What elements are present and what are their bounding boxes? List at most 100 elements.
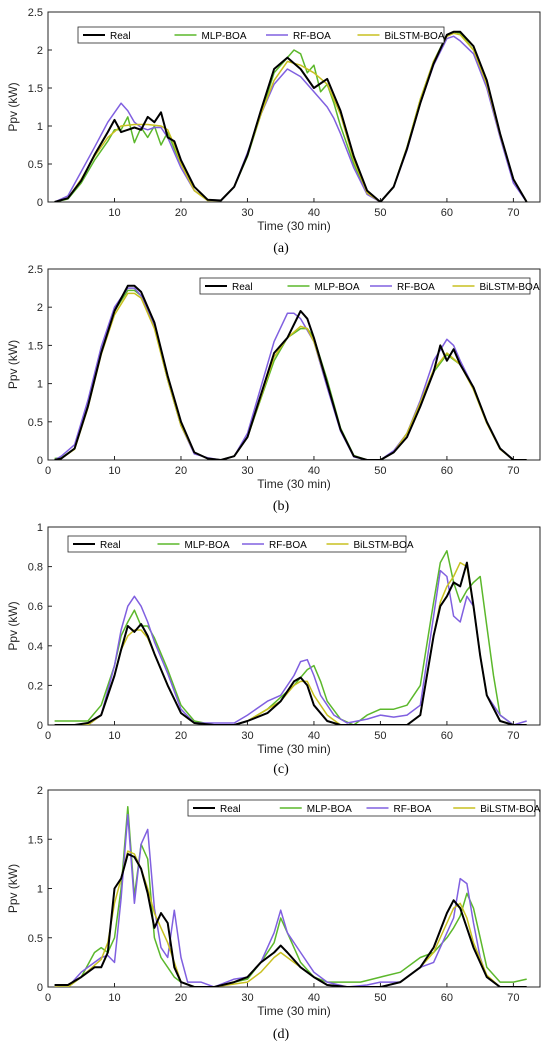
legend-entry: BiLSTM-BOA (385, 31, 445, 42)
legend: Real MLP-BOA RF-BOA BiLSTM-BOA (187, 799, 541, 817)
x-tick-label: 60 (441, 730, 453, 742)
legend-entry: Real (220, 804, 241, 815)
series-line-rf-boa (54, 569, 527, 725)
x-tick-label: 10 (108, 730, 120, 742)
x-tick-label: 30 (241, 465, 253, 477)
legend-entry: RF-BOA (397, 282, 435, 293)
y-tick-label: 0 (37, 197, 43, 209)
chart-panel-c: 0 10 20 30 40 50 60 70 0 0.2 0.4 0.6 0.8 1 Time (30 mi… (6, 522, 541, 777)
x-tick-label: 20 (175, 730, 187, 742)
y-tick-label: 2 (37, 302, 43, 314)
y-tick-label: 0.2 (28, 680, 43, 692)
x-tick-label: 60 (441, 992, 453, 1004)
y-axis-label: Ppv (kW) (6, 340, 20, 389)
y-tick-label: 1.5 (28, 83, 43, 95)
y-tick-label: 0.4 (28, 641, 43, 653)
legend-entry: MLP-BOA (307, 804, 352, 815)
x-tick-label: 50 (374, 465, 386, 477)
legend-entry: Real (232, 282, 253, 293)
x-tick-label: 60 (441, 207, 453, 219)
chart-panel-b: 0 10 20 30 40 50 60 70 0 0.5 1 1.5 2 2.5 Time (30 min)… (6, 264, 541, 514)
x-axis-label: Time (30 min) (257, 219, 331, 233)
y-tick-label: 1 (37, 884, 43, 896)
legend-entry: RF-BOA (269, 540, 307, 551)
y-tick-label: 0.5 (28, 933, 43, 945)
panel-label: (b) (273, 499, 290, 514)
legend-entry: MLP-BOA (185, 540, 230, 551)
panel-label: (a) (273, 241, 289, 256)
chart-panel-a: 10 20 30 40 50 60 70 0 0.5 1 1.5 2 2.5 Time (30 min) P… (6, 7, 541, 256)
panel-label: (d) (273, 1027, 290, 1042)
x-tick-label: 10 (108, 992, 120, 1004)
y-tick-label: 2 (37, 785, 43, 797)
x-tick-label: 20 (175, 992, 187, 1004)
x-tick-label: 60 (441, 465, 453, 477)
y-tick-label: 0.5 (28, 417, 43, 429)
x-tick-label: 70 (507, 730, 519, 742)
y-axis-label: Ppv (kW) (6, 82, 20, 131)
x-tick-label: 20 (175, 465, 187, 477)
x-tick-label: 20 (175, 207, 187, 219)
y-tick-label: 0.5 (28, 159, 43, 171)
x-tick-label: 40 (308, 207, 320, 219)
series-line-bilstm-boa (54, 850, 527, 987)
x-tick-label: 10 (108, 207, 120, 219)
x-tick-label: 70 (507, 465, 519, 477)
y-tick-label: 0 (37, 455, 43, 467)
series-line-rf-boa (54, 287, 527, 460)
y-tick-label: 0.6 (28, 601, 43, 613)
series-line-bilstm-boa (54, 32, 528, 202)
x-tick-label: 40 (308, 992, 320, 1004)
legend-entry: MLP-BOA (202, 31, 247, 42)
legend-entry: BiLSTM-BOA (354, 540, 414, 551)
x-tick-label: 40 (308, 465, 320, 477)
series-line-real (54, 284, 527, 460)
series-line-mlp-boa (54, 289, 527, 460)
panel-label: (c) (273, 762, 289, 777)
y-tick-label: 1 (37, 379, 43, 391)
chart-panel-d: 0 10 20 30 40 50 60 70 0 0.5 1 1.5 2 Time (30 min) Ppv… (6, 785, 541, 1042)
x-tick-label: 40 (308, 730, 320, 742)
y-tick-label: 0 (37, 982, 43, 994)
x-tick-label: 30 (241, 992, 253, 1004)
x-tick-label: 70 (507, 992, 519, 1004)
x-axis-label: Time (30 min) (257, 742, 331, 756)
legend-entry: BiLSTM-BOA (480, 282, 540, 293)
x-axis-label: Time (30 min) (257, 477, 331, 491)
legend-entry: BiLSTM-BOA (480, 804, 540, 815)
y-axis-label: Ppv (kW) (6, 601, 20, 650)
series-line-real (54, 853, 527, 987)
legend-entry: RF-BOA (293, 31, 331, 42)
series-line-real (54, 30, 528, 202)
legend: Real MLP-BOA RF-BOA BiLSTM-BOA (67, 535, 414, 553)
legend-entry: Real (110, 31, 131, 42)
x-tick-label: 0 (45, 465, 51, 477)
series-line-bilstm-boa (54, 292, 527, 460)
x-tick-label: 50 (374, 207, 386, 219)
x-tick-label: 30 (241, 730, 253, 742)
series-line-mlp-boa (54, 31, 528, 202)
y-tick-label: 1 (37, 121, 43, 133)
legend: Real MLP-BOA RF-BOA BiLSTM-BOA (199, 277, 540, 295)
legend-entry: Real (100, 540, 121, 551)
legend-entry: MLP-BOA (315, 282, 360, 293)
series-line-rf-boa (54, 35, 528, 202)
series-line-rf-boa (54, 813, 527, 987)
y-tick-label: 1 (37, 522, 43, 534)
x-axis-label: Time (30 min) (257, 1004, 331, 1018)
y-axis-label: Ppv (kW) (6, 864, 20, 913)
legend: Real MLP-BOA RF-BOA BiLSTM-BOA (77, 26, 445, 44)
x-tick-label: 0 (45, 992, 51, 1004)
series-line-real (54, 561, 527, 725)
y-tick-label: 1.5 (28, 340, 43, 352)
y-tick-label: 2.5 (28, 7, 43, 19)
x-tick-label: 70 (507, 207, 519, 219)
y-tick-label: 2 (37, 45, 43, 57)
y-tick-label: 0 (37, 720, 43, 732)
x-tick-label: 0 (45, 730, 51, 742)
x-tick-label: 30 (241, 207, 253, 219)
plot-area (47, 526, 541, 726)
y-tick-label: 2.5 (28, 264, 43, 276)
x-tick-label: 10 (108, 465, 120, 477)
